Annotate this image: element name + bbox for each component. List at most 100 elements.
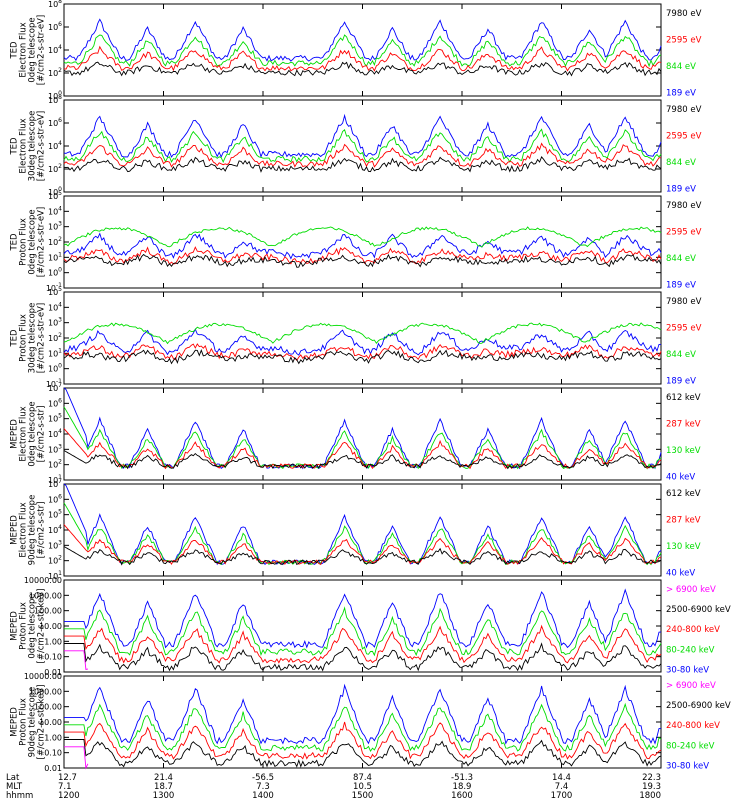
y-tick-label: 105 xyxy=(48,509,62,520)
legend-entry: 287 keV xyxy=(666,516,701,526)
y-axis-title: MEPEDElectron Flux0deg telescope[#/cm2-s… xyxy=(10,401,47,466)
y-tick-label: 10-1 xyxy=(46,378,62,389)
series-trace-240-800-kev xyxy=(64,624,662,664)
legend-entry: 612 keV xyxy=(666,489,701,499)
y-axis-title: MEPEDElectron Flux90deg telescope[#/cm2-… xyxy=(10,495,47,566)
legend-entry: 844 eV xyxy=(666,254,696,264)
series-trace-7980-ev xyxy=(63,61,662,77)
series-trace-80-240-kev xyxy=(64,606,662,657)
series-trace-612-kev xyxy=(63,450,662,470)
x-tick-label: 14.4 xyxy=(552,773,571,783)
y-tick-label: 105 xyxy=(48,286,62,297)
x-tick-label: 21.4 xyxy=(154,773,173,783)
y-tick-label: 104 xyxy=(48,44,62,55)
series-trace-2595-ev xyxy=(63,142,662,168)
x-tick-label: 7.3 xyxy=(256,782,270,792)
y-tick-label: 102 xyxy=(48,236,62,247)
y-tick-label: 106 xyxy=(48,117,62,128)
y-tick-label: 104 xyxy=(48,205,62,216)
x-tick-label: 1600 xyxy=(451,791,473,800)
y-tick-label: 0.01 xyxy=(44,764,62,773)
y-tick-label: 100.00 xyxy=(34,607,62,616)
series-trace-2595-ev xyxy=(63,45,662,72)
series-trace-189-ev xyxy=(63,18,662,62)
y-axis-title: MEPEDProton Flux0deg telescope[#/cm2-s-s… xyxy=(10,589,47,664)
x-tick-label: 22.3 xyxy=(642,773,661,783)
x-tick-label: 1300 xyxy=(153,791,175,800)
panel-meped-proton-0: 0.01 0.10 1.00 10.00 100.00 1000.00 10000.00 ME… xyxy=(10,576,731,677)
series-trace-189-ev xyxy=(63,113,662,159)
series-trace-2595-ev xyxy=(63,343,662,362)
series-trace-80-240-kev xyxy=(64,702,662,753)
legend-entry: 30-80 keV xyxy=(666,761,709,771)
x-tick-label: 18.9 xyxy=(453,782,472,792)
x-tick-label: 7.4 xyxy=(555,782,569,792)
y-tick-label: 106 xyxy=(48,21,62,32)
legend-entry: 30-80 keV xyxy=(666,665,709,675)
legend-entry: 844 eV xyxy=(666,62,696,72)
legend-entry: 287 keV xyxy=(666,420,701,430)
legend-entry: 189 eV xyxy=(666,185,696,195)
plot-frame xyxy=(63,291,662,385)
legend-entry: 2500-6900 keV xyxy=(666,701,731,711)
series-trace-612-kev xyxy=(63,546,662,566)
y-tick-label: 10-1 xyxy=(46,282,62,293)
y-tick-label: 101 xyxy=(48,570,62,581)
y-tick-label: 107 xyxy=(48,382,62,393)
series-trace-40-kev xyxy=(63,483,662,566)
y-tick-label: 0.01 xyxy=(44,668,62,677)
x-axis-labels: LatMLThhmm12.77.1120021.418.71300-56.57.… xyxy=(6,773,661,800)
y-tick-label: 104 xyxy=(48,428,62,439)
y-tick-label: 102 xyxy=(48,67,62,78)
x-tick-label: 7.1 xyxy=(58,782,72,792)
series-trace--6900-kev xyxy=(64,650,88,670)
legend-entry: 612 keV xyxy=(666,393,701,403)
x-row-label: hhmm xyxy=(6,791,33,800)
y-tick-label: 103 xyxy=(48,317,62,328)
series-trace-844-ev xyxy=(63,226,662,248)
y-axis-title: TEDElectron Flux30deg telescope[#/cm2-s-… xyxy=(10,111,47,182)
y-tick-label: 105 xyxy=(48,413,62,424)
plot-frame xyxy=(63,3,662,97)
series-trace-189-ev xyxy=(63,232,662,260)
y-tick-label: 106 xyxy=(48,397,62,408)
y-tick-label: 0.10 xyxy=(44,749,62,758)
legend-entry: 844 eV xyxy=(666,350,696,360)
y-tick-label: 100 xyxy=(48,90,62,101)
y-tick-label: 10.00 xyxy=(39,718,62,727)
series-trace--6900-kev xyxy=(64,746,89,770)
x-tick-label: 1800 xyxy=(639,791,661,800)
x-tick-label: 1500 xyxy=(352,791,374,800)
series-trace-7980-ev xyxy=(63,349,662,365)
y-tick-label: 100 xyxy=(48,363,62,374)
legend-entry: 2595 eV xyxy=(666,228,702,238)
y-tick-label: 100.00 xyxy=(34,703,62,712)
y-tick-label: 1.00 xyxy=(44,637,62,646)
series-trace-287-kev xyxy=(63,428,662,470)
y-axis-title: MEPEDProton Flux90deg telescope[#/cm2-s-… xyxy=(10,685,47,760)
legend-entry: 189 eV xyxy=(666,281,696,291)
legend-entry: 189 eV xyxy=(666,89,696,99)
y-tick-label: 1000.00 xyxy=(29,687,62,696)
x-tick-label: 1700 xyxy=(551,791,573,800)
y-tick-label: 108 xyxy=(48,94,62,105)
legend-entry: 844 eV xyxy=(666,158,696,168)
y-axis-title: TEDElectron Flux0deg telescope[#/cm2-s-s… xyxy=(10,15,47,85)
legend-entry: 7980 eV xyxy=(666,9,702,19)
y-tick-label: 108 xyxy=(48,0,62,9)
legend-entry: 40 keV xyxy=(666,569,695,579)
x-tick-label: 19.3 xyxy=(642,782,661,792)
y-tick-label: 103 xyxy=(48,539,62,550)
y-tick-label: 104 xyxy=(48,524,62,535)
series-trace-130-kev xyxy=(63,406,662,470)
legend-entry: 240-800 keV xyxy=(666,721,720,731)
x-tick-label: 12.7 xyxy=(58,773,77,783)
legend-entry: > 6900 keV xyxy=(666,585,716,595)
x-tick-label: 87.4 xyxy=(353,773,372,783)
